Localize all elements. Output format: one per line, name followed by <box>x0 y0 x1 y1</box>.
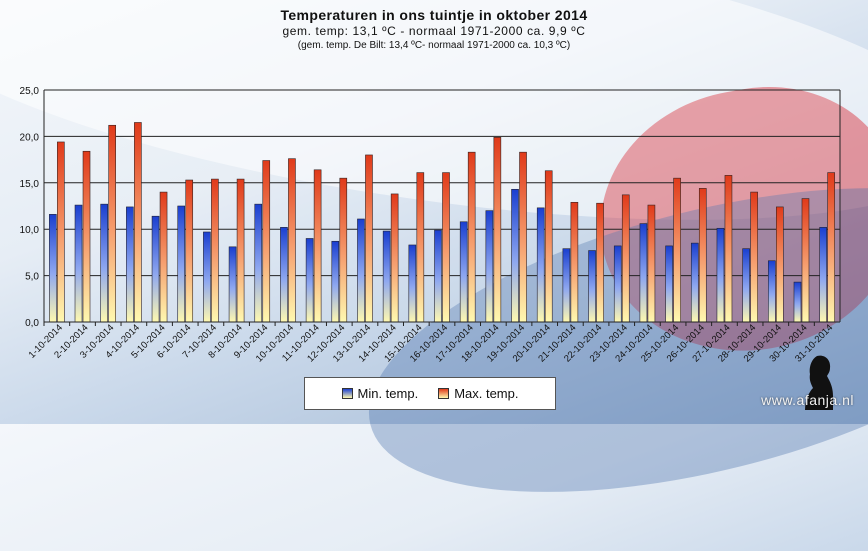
bar-min-temp <box>151 215 160 323</box>
bar-min-temp <box>716 227 725 323</box>
bar-max-temp <box>82 150 91 323</box>
bar-max-temp <box>724 175 733 323</box>
bar-min-temp <box>511 188 519 323</box>
legend-item-min: Min. temp. <box>341 386 419 401</box>
bar-max-temp <box>673 177 681 323</box>
legend-label-min: Min. temp. <box>357 386 419 401</box>
bar-max-temp <box>236 178 245 323</box>
bar-min-temp <box>819 227 827 323</box>
bar-min-temp <box>562 248 571 323</box>
legend-swatch-min <box>341 388 353 399</box>
bar-min-temp <box>382 230 391 323</box>
temperature-bar-chart: 0,05,010,015,020,025,01-10-20142-10-2014… <box>20 86 841 364</box>
bar-min-temp <box>357 218 365 323</box>
bar-max-temp <box>647 204 656 323</box>
bar-max-temp <box>544 170 553 323</box>
bar-min-temp <box>100 203 108 323</box>
y-tick-label: 10,0 <box>20 225 40 236</box>
bar-max-temp <box>262 160 271 323</box>
legend-label-max: Max. temp. <box>454 386 519 401</box>
bar-max-temp <box>390 193 399 323</box>
bar-min-temp <box>690 242 699 323</box>
bar-min-temp <box>485 210 494 323</box>
bar-max-temp <box>159 191 168 323</box>
chart-subtitle-debilt: (gem. temp. De Bilt: 13,4 ºC- normaal 19… <box>297 40 571 51</box>
y-tick-label: 0,0 <box>25 318 39 329</box>
bar-max-temp <box>365 154 373 323</box>
bar-min-temp <box>126 206 134 323</box>
bar-max-temp <box>211 178 219 323</box>
bar-max-temp <box>57 141 65 323</box>
bar-max-temp <box>339 177 348 323</box>
y-tick-label: 15,0 <box>20 179 40 190</box>
bar-max-temp <box>442 172 450 323</box>
bar-min-temp <box>768 260 776 323</box>
bar-min-temp <box>177 205 186 323</box>
bar-min-temp <box>665 245 673 323</box>
bar-max-temp <box>108 124 116 323</box>
bar-min-temp <box>228 246 237 323</box>
legend-item-max: Max. temp. <box>438 386 518 401</box>
bar-min-temp <box>536 207 545 323</box>
y-tick-label: 20,0 <box>20 132 40 143</box>
bar-max-temp <box>570 201 579 323</box>
bar-max-temp <box>467 151 476 323</box>
bar-min-temp <box>280 227 288 323</box>
legend-swatch-max <box>438 388 450 399</box>
bar-max-temp <box>313 169 322 323</box>
bar-min-temp <box>639 223 648 323</box>
bar-max-temp <box>134 122 142 323</box>
bar-max-temp <box>288 158 296 323</box>
bar-min-temp <box>588 250 596 323</box>
bar-max-temp <box>827 172 835 323</box>
bar-max-temp <box>493 137 502 323</box>
bar-min-temp <box>434 229 442 323</box>
bar-min-temp <box>331 240 340 323</box>
bar-max-temp <box>750 191 758 323</box>
bar-min-temp <box>49 214 57 323</box>
bar-max-temp <box>416 172 425 323</box>
bar-min-temp <box>305 238 314 323</box>
bar-min-temp <box>459 221 468 323</box>
bar-min-temp <box>613 245 622 323</box>
y-tick-label: 5,0 <box>25 272 39 283</box>
bar-min-temp <box>408 244 417 323</box>
chart-subtitle: gem. temp: 13,1 ºC - normaal 1971-2000 c… <box>282 24 586 38</box>
bar-max-temp <box>801 198 810 323</box>
bar-min-temp <box>203 231 211 323</box>
bar-min-temp <box>742 248 750 323</box>
bar-max-temp <box>185 179 194 323</box>
bar-min-temp <box>74 204 83 323</box>
watermark: www.afanja.nl <box>761 392 854 408</box>
bar-max-temp <box>596 202 604 323</box>
bar-min-temp <box>254 203 263 323</box>
profile-silhouette-icon <box>805 355 833 410</box>
chart-legend: Min. temp. Max. temp. <box>304 377 556 410</box>
y-tick-label: 25,0 <box>20 86 40 97</box>
bar-max-temp <box>519 151 527 323</box>
bar-min-temp <box>793 281 802 323</box>
plot-area <box>44 90 840 322</box>
chart-title: Temperaturen in ons tuintje in oktober 2… <box>280 7 588 23</box>
bar-max-temp <box>621 194 630 323</box>
bar-max-temp <box>776 206 784 323</box>
bar-max-temp <box>698 188 707 323</box>
